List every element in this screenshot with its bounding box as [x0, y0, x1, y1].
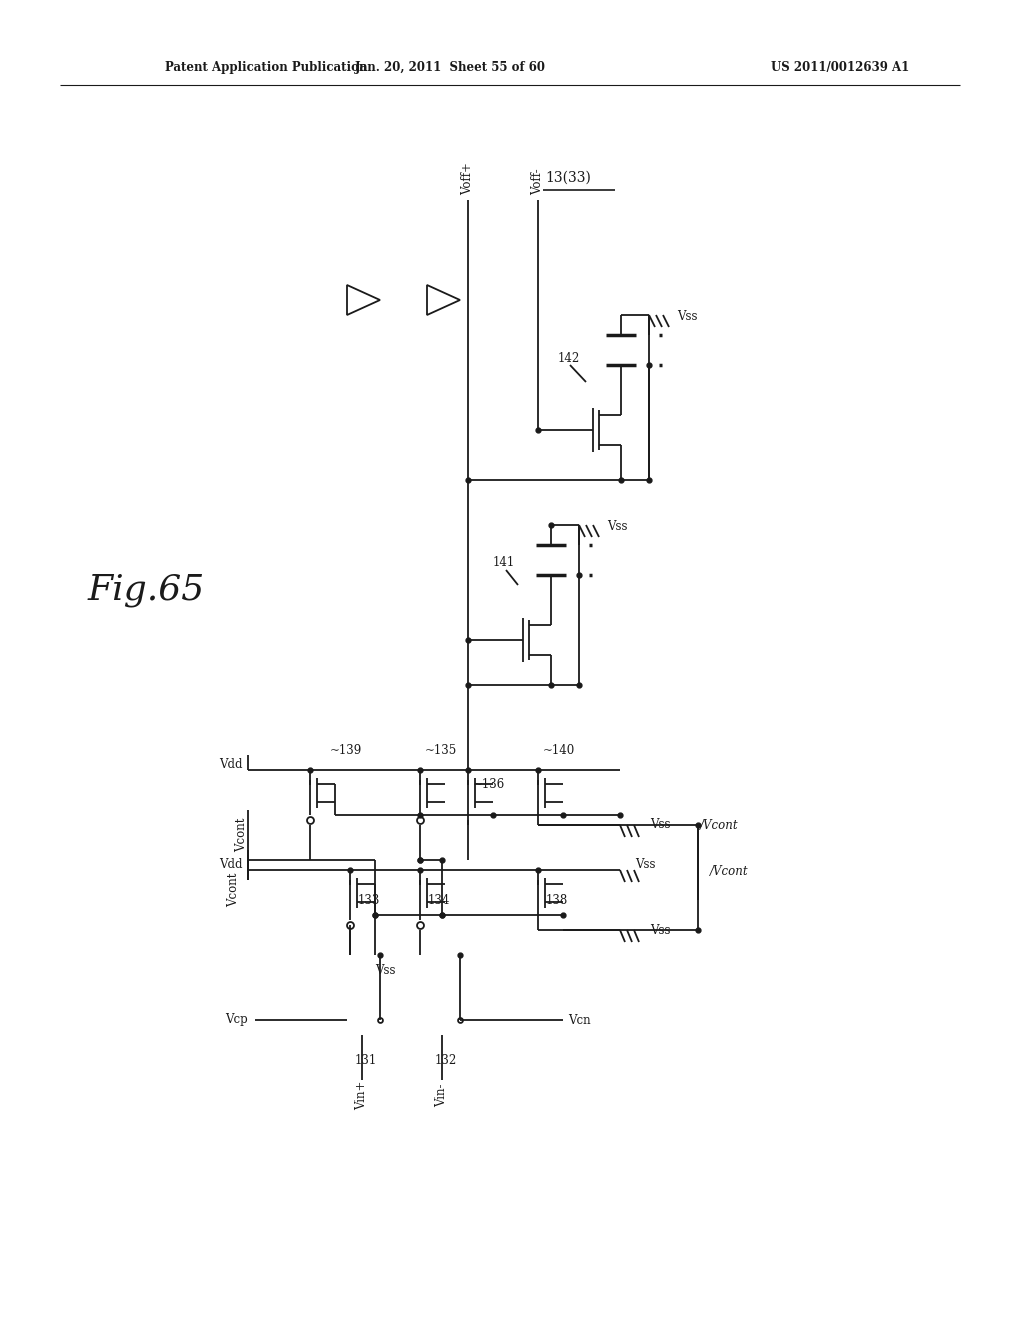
Text: /Vcont: /Vcont [700, 818, 738, 832]
Text: ~140: ~140 [543, 743, 575, 756]
Text: 131: 131 [355, 1053, 377, 1067]
Text: 142: 142 [558, 351, 581, 364]
Text: Vdd: Vdd [219, 759, 243, 771]
Text: 13(33): 13(33) [545, 172, 591, 185]
Text: 134: 134 [428, 894, 451, 907]
Text: ~135: ~135 [425, 743, 458, 756]
Text: US 2011/0012639 A1: US 2011/0012639 A1 [771, 62, 909, 74]
Text: Jan. 20, 2011  Sheet 55 of 60: Jan. 20, 2011 Sheet 55 of 60 [354, 62, 546, 74]
Text: Vin-: Vin- [435, 1084, 449, 1106]
Text: ~136: ~136 [473, 779, 505, 792]
Text: Vin+: Vin+ [355, 1080, 369, 1110]
Text: 133: 133 [358, 894, 380, 907]
Text: Patent Application Publication: Patent Application Publication [165, 62, 368, 74]
Text: Vss: Vss [375, 964, 395, 977]
Text: Vcp: Vcp [225, 1014, 248, 1027]
Text: Voff+: Voff+ [462, 162, 474, 195]
Text: 138: 138 [546, 894, 568, 907]
Text: Vss: Vss [607, 520, 628, 533]
Text: /Vcont: /Vcont [710, 866, 749, 879]
Text: Vss: Vss [677, 310, 697, 323]
Text: ~139: ~139 [330, 743, 362, 756]
Text: 132: 132 [435, 1053, 458, 1067]
Text: Vss: Vss [650, 924, 671, 936]
Text: Vdd: Vdd [219, 858, 243, 871]
Text: Fig.65: Fig.65 [88, 573, 205, 607]
Text: Vcn: Vcn [568, 1014, 591, 1027]
Text: Vcont: Vcont [227, 873, 240, 907]
Text: 141: 141 [493, 556, 515, 569]
Text: Vss: Vss [650, 818, 671, 832]
Text: Vcont: Vcont [234, 818, 248, 853]
Text: Vss: Vss [635, 858, 655, 871]
Text: Voff-: Voff- [531, 169, 545, 195]
